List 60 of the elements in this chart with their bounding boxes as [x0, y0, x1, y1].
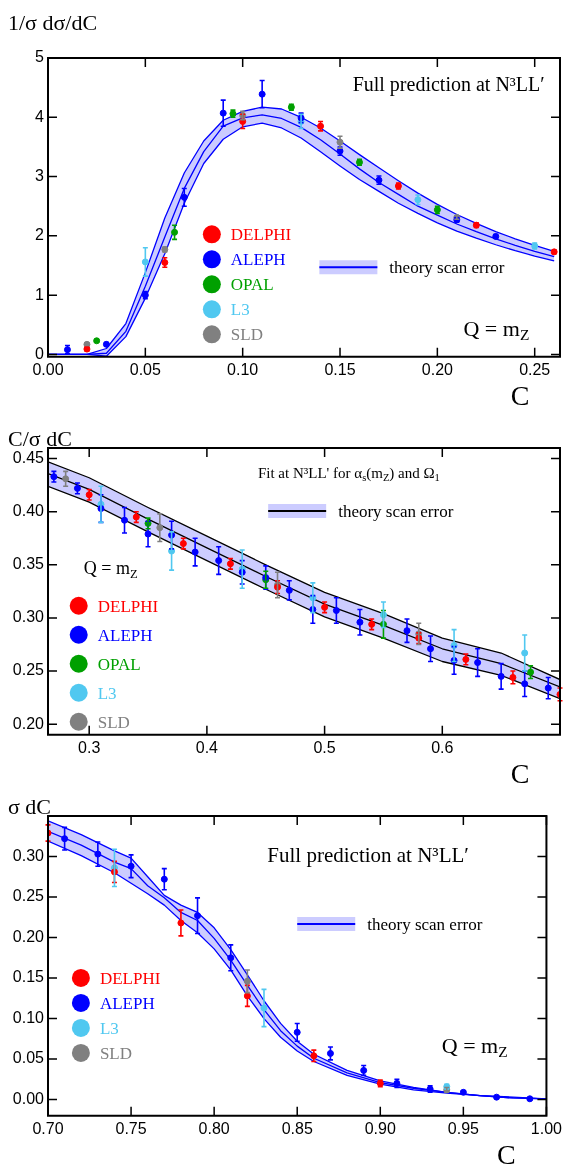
y-tick-label: 4	[35, 107, 45, 125]
y-tick-label: 0.25	[12, 661, 45, 679]
legend-label: ALEPH	[99, 993, 155, 1013]
y-tick-label: 0	[35, 344, 45, 362]
y-tick-label: 0.10	[12, 1008, 45, 1026]
y-tick-label: 0.30	[12, 846, 45, 864]
legend-label: L3	[97, 683, 117, 703]
x-tick-label: 0.5	[313, 738, 336, 756]
legend-label: theory scan error	[338, 502, 454, 522]
legend-label: ALEPH	[97, 625, 153, 645]
x-tick-label: 0.85	[281, 1119, 313, 1137]
y-tick-label: 0.20	[12, 714, 45, 732]
y-tick-label: 0.30	[12, 608, 45, 626]
x-tick-label: 0.25	[519, 360, 551, 378]
y-tick-label: 0.05	[12, 1049, 45, 1067]
x-tick-label: 0.4	[195, 738, 219, 756]
y-tick-label: 1	[35, 285, 45, 303]
x-tick-label: 0.70	[32, 1119, 64, 1137]
legend-label: L3	[230, 300, 250, 320]
x-axis-title: C	[497, 1138, 516, 1170]
y-tick-label: 0.25	[12, 887, 45, 905]
y-tick-label: 5	[35, 48, 45, 66]
x-tick-label: 1.00	[530, 1119, 563, 1137]
x-axis-title: C	[510, 379, 530, 411]
x-tick-label: 0.6	[431, 738, 454, 756]
legend-label: DELPHI	[97, 596, 159, 616]
y-tick-label: 0.20	[12, 927, 45, 945]
x-tick-label: 0.90	[364, 1119, 396, 1137]
legend-label: ALEPH	[230, 250, 286, 270]
y-tick-label: 0.35	[12, 555, 45, 573]
y-axis-title: σ dC	[8, 794, 52, 820]
y-tick-label: 2	[35, 226, 45, 244]
y-tick-label: 0.40	[12, 502, 45, 520]
annotation: Full prediction at N³LL′	[352, 72, 545, 96]
x-axis-title: C	[510, 757, 530, 789]
y-axis-title: C/σ dC	[8, 426, 72, 451]
annotation: Full prediction at N³LL′	[267, 843, 469, 868]
legend-label: theory scan error	[389, 258, 505, 278]
legend-label: SLD	[230, 325, 263, 345]
legend-label: theory scan error	[367, 914, 483, 934]
x-tick-label: 0.15	[324, 360, 356, 378]
x-tick-label: 0.3	[78, 738, 101, 756]
y-tick-label: 3	[35, 166, 45, 184]
x-tick-label: 0.95	[447, 1119, 480, 1137]
y-axis-title: 1/σ dσ/dC	[8, 10, 98, 36]
x-tick-label: 0.75	[115, 1119, 147, 1137]
y-tick-label: 0.00	[12, 1090, 45, 1107]
legend-label: SLD	[97, 712, 130, 732]
x-tick-label: 0.10	[227, 360, 259, 378]
x-tick-label: 0.20	[421, 360, 454, 378]
legend-label: L3	[99, 1018, 119, 1038]
x-tick-label: 0.80	[198, 1119, 230, 1137]
legend-label: SLD	[99, 1043, 133, 1063]
legend-label: DELPHI	[230, 225, 292, 245]
x-tick-label: 0.05	[129, 360, 162, 378]
legend-label: OPAL	[97, 654, 141, 674]
y-tick-label: 0.15	[12, 968, 45, 986]
legend-label: OPAL	[230, 275, 274, 295]
legend-label: DELPHI	[99, 968, 161, 988]
y-tick-label: 0.45	[12, 449, 45, 467]
